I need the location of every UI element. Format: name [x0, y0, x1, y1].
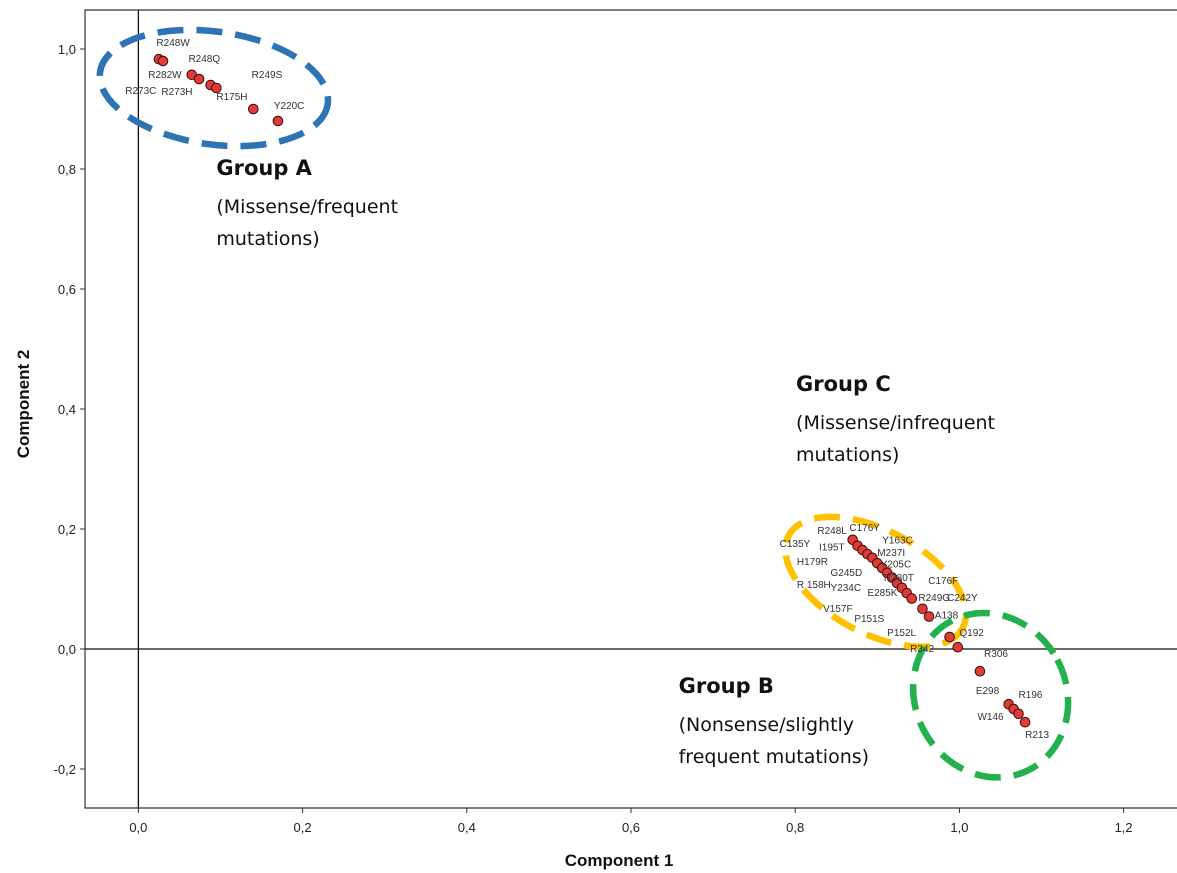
data-point: [211, 82, 222, 94]
group-ellipse: [782, 513, 970, 650]
data-point: [193, 73, 205, 85]
point-label: R213: [1025, 730, 1049, 741]
point-label: V157F: [823, 604, 852, 615]
data-point: [1013, 708, 1024, 720]
x-axis-title: Component 1: [565, 851, 674, 870]
y-tick-label: 0,6: [58, 282, 76, 297]
point-label: R306: [984, 649, 1008, 660]
data-point: [944, 631, 955, 643]
x-tick-label: 1,0: [950, 820, 968, 835]
x-tick-label: 0,0: [129, 820, 147, 835]
data-point: [923, 611, 935, 622]
point-label: R342: [910, 644, 934, 655]
point-label: R248L: [817, 526, 847, 537]
point-label: C135Y: [780, 539, 811, 550]
plot-frame: [84, 9, 1177, 809]
point-label: R248Q: [188, 54, 220, 65]
point-label: R249S: [252, 70, 283, 81]
point-label: Y163C: [882, 535, 913, 546]
point-label: Q192: [959, 628, 984, 639]
data-point: [157, 55, 169, 67]
group-description: (Missense/infrequent: [796, 412, 995, 434]
point-label: R248W: [156, 38, 190, 49]
x-tick-label: 0,2: [294, 820, 312, 835]
point-label: Y205C: [881, 559, 912, 570]
point-label: E298: [976, 686, 1000, 697]
point-label: R 158H: [797, 580, 831, 591]
group-description: (Nonsense/slightly: [679, 714, 854, 736]
point-label: R282W: [148, 70, 182, 81]
point-label: H179R: [797, 557, 828, 568]
point-label: R280T: [884, 573, 914, 584]
point-label: G245D: [831, 568, 863, 579]
point-label: C242Y: [947, 593, 978, 604]
data-point: [917, 603, 928, 615]
group-description: frequent mutations): [679, 746, 869, 768]
group-ellipse: [96, 26, 332, 150]
x-tick-label: 0,8: [786, 820, 804, 835]
group-title: Group C: [796, 372, 891, 396]
x-tick-label: 0,6: [622, 820, 640, 835]
data-point: [1019, 716, 1031, 728]
point-label: R273H: [161, 87, 192, 98]
data-point: [974, 665, 986, 677]
point-label: P152L: [887, 628, 916, 639]
y-axis-title: Component 2: [14, 350, 33, 459]
point-label: R196: [1019, 690, 1043, 701]
group-description: mutations): [216, 228, 319, 250]
point-label: I195T: [819, 543, 845, 554]
y-tick-label: 1,0: [58, 42, 76, 57]
point-label: R175H: [216, 92, 247, 103]
point-label: R273C: [125, 86, 156, 97]
point-label: Y234C: [831, 583, 862, 594]
y-tick-label: 0,0: [58, 642, 76, 657]
group-description: (Missense/frequent: [216, 196, 398, 218]
point-label: P151S: [854, 614, 884, 625]
point-label: C176F: [928, 576, 958, 587]
y-tick-label: 0,2: [58, 522, 76, 537]
point-label: C176Y: [849, 523, 880, 534]
data-point: [272, 115, 284, 127]
group-description: mutations): [796, 444, 899, 466]
point-label: R249G: [918, 593, 950, 604]
x-tick-label: 1,2: [1115, 820, 1133, 835]
point-label: W146: [977, 712, 1004, 723]
y-tick-label: -0,2: [54, 762, 76, 777]
point-label: Y220C: [274, 101, 305, 112]
y-tick-label: 0,4: [58, 402, 76, 417]
point-label: E285K: [867, 588, 897, 599]
data-point: [906, 593, 918, 604]
y-tick-label: 0,8: [58, 162, 76, 177]
x-tick-label: 0,4: [458, 820, 476, 835]
group-title: Group A: [216, 156, 312, 180]
group-title: Group B: [679, 674, 774, 698]
data-point: [952, 641, 964, 653]
point-label: M237I: [877, 548, 905, 559]
point-label: A138: [935, 610, 959, 621]
data-point: [248, 103, 259, 115]
